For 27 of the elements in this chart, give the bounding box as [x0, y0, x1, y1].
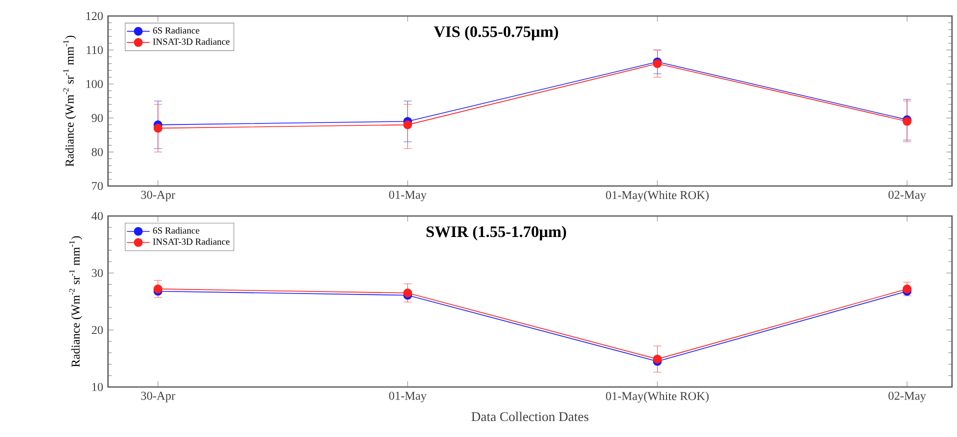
- x-axis-title: Data Collection Dates: [472, 412, 588, 422]
- y-axis-title: Radiance (Wm$^{-2}$ sr$^{-1}$ mm$^{-1}$): [69, 236, 82, 367]
- y-tick-label: 80: [92, 148, 103, 156]
- y-tick-label: 40: [92, 212, 103, 220]
- y-tick-label: 30: [92, 268, 103, 278]
- y-tick-label: 90: [92, 114, 103, 122]
- y-tick-label: 10: [92, 382, 103, 392]
- x-tick-label: 01-May: [389, 392, 427, 402]
- legend-label: 6S Radiance: [153, 227, 200, 234]
- x-tick-label: 02-May: [888, 190, 926, 202]
- x-tick-label: 30-Apr: [141, 392, 176, 402]
- legend-label: INSAT-3D Radiance: [153, 238, 230, 245]
- x-tick-label: 01-May(White ROK): [606, 392, 709, 403]
- y-tick-label: 70: [92, 182, 103, 190]
- y-tick-label: 110: [86, 46, 103, 54]
- y-tick-label: 100: [86, 80, 103, 88]
- y-tick-label: 20: [92, 326, 103, 334]
- x-tick-label: 01-May(White ROK): [606, 190, 709, 202]
- legend-label: INSAT-3D Radiance: [153, 38, 230, 45]
- y-tick-label: 120: [86, 12, 103, 20]
- y-axis-title: Radiance (Wm$^{-2}$ sr$^{-1}$ mm$^{-1}$): [63, 36, 76, 166]
- x-tick-label: 30-Apr: [141, 190, 176, 202]
- legend-label: 6S Radiance: [153, 27, 200, 34]
- x-tick-label: 02-May: [888, 392, 926, 402]
- text: VIS (0.55-0.75μm): [434, 26, 558, 40]
- text: SWIR (1.55-1.70μm): [426, 226, 566, 240]
- x-tick-label: 01-May: [389, 190, 427, 202]
